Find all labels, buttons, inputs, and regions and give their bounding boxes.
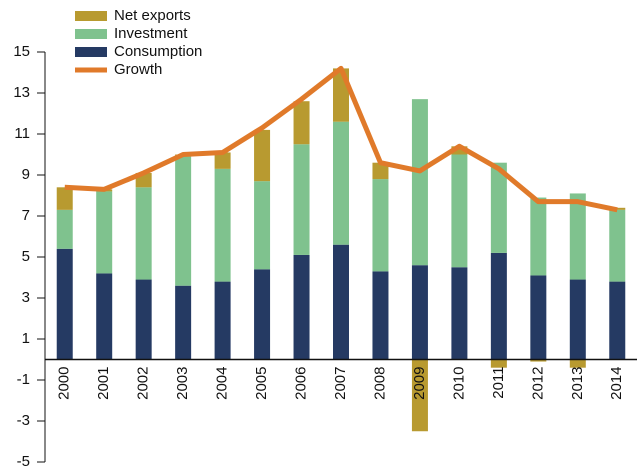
legend-swatch <box>75 47 107 57</box>
y-tick-label: -1 <box>17 371 30 388</box>
bar-segment <box>96 191 113 274</box>
y-tick-label: 13 <box>13 84 30 101</box>
bar-segment <box>135 279 152 360</box>
x-tick-label: 2001 <box>95 367 112 400</box>
bar-segment <box>411 265 428 360</box>
bar-segment <box>490 252 507 360</box>
legend-label: Investment <box>114 25 188 42</box>
bar-segment <box>490 162 507 253</box>
bar-segment <box>530 197 547 276</box>
bar-segment <box>254 181 271 270</box>
legend-label: Growth <box>114 61 162 78</box>
bar-segment <box>411 99 428 266</box>
bar-segment <box>254 129 271 182</box>
y-tick-label: 7 <box>22 207 30 224</box>
x-tick-label: 2005 <box>253 367 270 400</box>
x-tick-label: 2008 <box>371 367 388 400</box>
x-tick-label: 2014 <box>608 367 625 400</box>
x-tick-label: 2007 <box>332 367 349 400</box>
x-tick-label: 2002 <box>135 367 152 400</box>
y-tick-label: 1 <box>22 330 30 347</box>
bar-segment <box>451 146 468 155</box>
x-tick-label: 2011 <box>490 367 507 399</box>
bar-segment <box>569 193 586 280</box>
y-tick-label: 9 <box>22 166 30 183</box>
y-tick-label: 11 <box>14 125 30 142</box>
bar-segment <box>56 248 73 360</box>
bar-segment <box>333 244 349 360</box>
x-tick-label: 2003 <box>174 367 191 400</box>
x-tick-label: 2009 <box>411 367 428 400</box>
bar-segment <box>372 162 389 180</box>
y-tick-label: -3 <box>17 412 30 429</box>
bar-segment <box>214 152 231 169</box>
bar-segment <box>569 279 586 360</box>
bar-segment <box>56 209 73 249</box>
legend-swatch <box>75 11 107 21</box>
bar-segment <box>372 179 389 272</box>
bar-segment <box>609 281 626 360</box>
x-tick-label: 2004 <box>214 367 231 400</box>
x-tick-label: 2006 <box>293 367 310 400</box>
x-tick-label: 2000 <box>56 367 73 400</box>
bar-segment <box>333 121 349 245</box>
bar-segment <box>530 359 547 362</box>
growth-line <box>64 65 618 213</box>
bar-segment <box>254 269 271 360</box>
x-tick-label: 2010 <box>450 367 467 400</box>
bar-segment <box>411 359 428 432</box>
y-tick-label: -5 <box>17 453 30 470</box>
bar-segment <box>293 144 310 255</box>
bar-segment <box>451 267 468 360</box>
bar-segment <box>135 187 152 280</box>
bar-segment <box>569 359 586 368</box>
y-tick-label: 5 <box>22 248 30 265</box>
x-tick-label: 2013 <box>569 367 586 400</box>
x-tick-label: 2012 <box>529 367 546 400</box>
bar-segment <box>214 281 231 360</box>
legend-swatch <box>75 29 107 39</box>
bar-segment <box>293 101 310 145</box>
bar-segment <box>293 254 310 360</box>
bar-segment <box>175 285 192 360</box>
bar-segment <box>214 168 231 282</box>
y-tick-label: 3 <box>22 289 30 306</box>
legend-label: Net exports <box>114 7 191 24</box>
bar-segment <box>372 271 389 360</box>
y-tick-label: 15 <box>13 43 30 60</box>
bar-segment <box>451 154 468 268</box>
bar-segment <box>175 156 192 286</box>
bar-segment <box>56 187 73 210</box>
bar-segment <box>490 359 507 368</box>
bar-segment <box>96 273 113 360</box>
bar-segment <box>530 275 547 360</box>
legend-label: Consumption <box>114 43 202 60</box>
bar-segment <box>609 209 626 282</box>
